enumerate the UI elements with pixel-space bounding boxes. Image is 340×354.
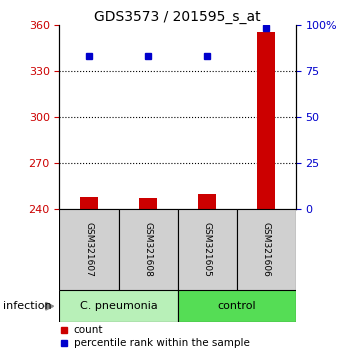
Bar <box>139 198 157 209</box>
Bar <box>119 209 177 290</box>
Text: GSM321607: GSM321607 <box>85 222 94 277</box>
Bar <box>198 194 216 209</box>
Text: GSM321608: GSM321608 <box>143 222 153 277</box>
Text: infection: infection <box>3 301 52 311</box>
Bar <box>80 196 98 209</box>
Bar <box>177 209 237 290</box>
Bar <box>177 290 296 322</box>
Text: count: count <box>74 325 103 335</box>
Bar <box>59 209 119 290</box>
Text: control: control <box>217 301 256 311</box>
Title: GDS3573 / 201595_s_at: GDS3573 / 201595_s_at <box>94 10 261 24</box>
Bar <box>59 290 177 322</box>
Text: GSM321606: GSM321606 <box>262 222 271 277</box>
Bar <box>257 33 275 209</box>
Bar <box>237 209 296 290</box>
Text: percentile rank within the sample: percentile rank within the sample <box>74 337 250 348</box>
Text: GSM321605: GSM321605 <box>203 222 212 277</box>
Text: C. pneumonia: C. pneumonia <box>80 301 157 311</box>
